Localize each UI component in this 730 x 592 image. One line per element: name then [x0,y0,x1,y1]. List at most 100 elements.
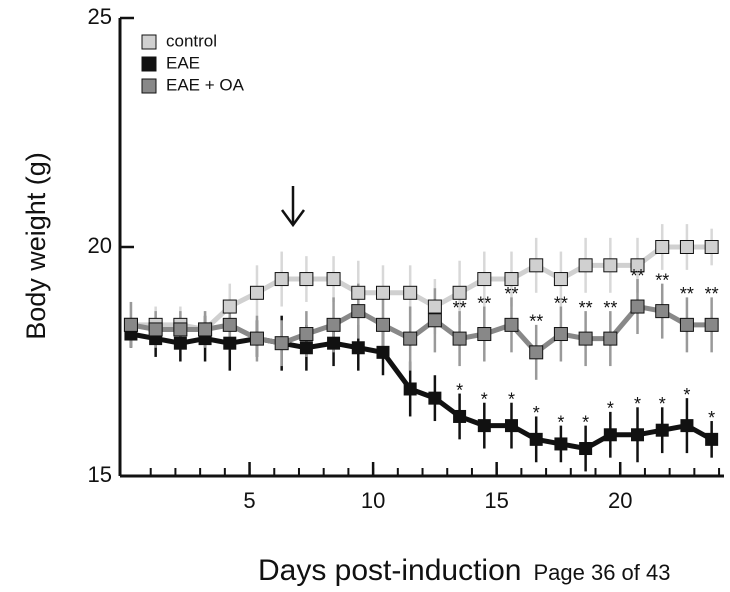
point [504,317,519,332]
point [427,313,442,328]
legend-label: control [166,31,217,50]
significance: * [508,389,515,409]
point [249,331,264,346]
point [452,285,467,300]
point [123,317,138,332]
point [655,304,670,319]
point [327,336,341,350]
point [477,272,492,287]
x-axis-label: Days post-induction [258,554,521,587]
significance: * [659,394,666,414]
point [578,258,593,273]
point [529,432,543,446]
significance: ** [705,284,719,304]
point [704,240,719,254]
point [477,327,492,342]
point [529,345,544,360]
y-tick-label: 15 [88,462,112,487]
y-tick-label: 25 [88,4,112,29]
point [403,382,417,396]
point [427,299,442,314]
significance: * [557,412,564,432]
point [630,299,645,314]
point [603,331,618,346]
point [579,442,593,456]
point [173,336,187,350]
point [403,331,418,346]
y-axis-label: Body weight (g) [21,152,51,340]
legend-label: EAE + OA [166,75,245,94]
point [477,419,491,433]
point [680,419,694,433]
series-line [130,244,712,333]
point [603,428,617,442]
point [375,317,390,332]
point [173,322,188,337]
point [428,391,442,405]
point [223,336,237,350]
point [274,336,289,351]
point [274,272,289,287]
significance: * [533,403,540,423]
point [299,341,313,355]
point [403,285,418,300]
x-tick-label: 5 [243,488,255,513]
point [679,240,694,254]
point [504,419,518,433]
point [705,432,719,446]
point [504,272,519,287]
legend-swatch [141,34,157,50]
arrow [280,186,306,228]
point [249,285,264,300]
legend-label: EAE [166,53,200,72]
point [351,304,366,319]
significance: * [708,408,715,428]
significance: ** [603,298,617,318]
point [603,258,618,273]
significance: * [634,394,641,414]
point [148,322,163,337]
point [529,258,544,273]
point [222,299,237,314]
series-line [130,331,713,452]
point [553,327,568,342]
significance: ** [655,270,669,290]
point [299,327,314,342]
significance: ** [554,293,568,313]
point [631,428,645,442]
significance: ** [631,266,645,286]
point [704,317,719,332]
legend-swatch [141,56,157,72]
significance: * [481,389,488,409]
point [326,272,341,287]
point [578,331,593,346]
point [351,285,366,300]
point [222,317,237,332]
point [375,285,390,300]
point [554,437,568,451]
x-tick-label: 15 [484,488,508,513]
point [351,341,365,355]
point [630,258,645,273]
significance: ** [504,284,518,304]
significance: ** [453,298,467,318]
page-footer: Page 36 of 43 [533,560,670,585]
y-tick-label: 20 [88,233,112,258]
point [553,272,568,287]
significance: ** [477,293,491,313]
x-tick-label: 10 [361,488,385,513]
series-line [130,303,712,356]
legend-swatch [141,78,157,94]
significance: * [683,385,690,405]
point [376,345,390,359]
significance: ** [680,284,694,304]
point [198,322,213,337]
point [655,240,670,254]
significance: ** [579,298,593,318]
significance: * [456,380,463,400]
significance: * [607,399,614,419]
significance: ** [529,312,543,332]
point [679,317,694,332]
significance: * [582,412,589,432]
